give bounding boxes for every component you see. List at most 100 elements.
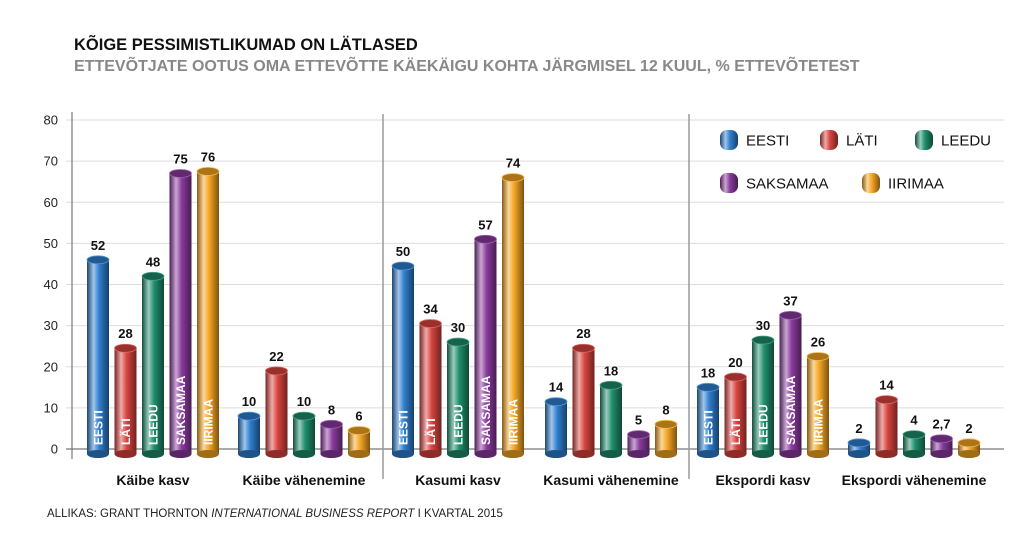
y-tick-label: 50 xyxy=(44,236,58,251)
bar-bottom xyxy=(600,450,622,458)
chart-subtitle: ETTEVÕTJATE OOTUS OMA ETTEVÕTTE KÄEKÄIGU… xyxy=(74,58,860,75)
bar-bottom xyxy=(903,450,925,458)
bar-top xyxy=(114,343,137,353)
data-label: 34 xyxy=(423,302,438,317)
bar-body xyxy=(875,399,898,454)
bar-top xyxy=(320,419,343,429)
in-bar-label: LEEDU xyxy=(452,404,466,445)
bar-top xyxy=(265,366,288,376)
bar xyxy=(572,343,595,458)
bar-bottom xyxy=(474,450,497,458)
data-label: 57 xyxy=(478,217,492,232)
bar-top xyxy=(237,411,261,421)
in-bar-label: IIRIMAA xyxy=(812,399,826,445)
legend-swatch xyxy=(820,130,838,150)
legend-label: EESTI xyxy=(746,133,789,150)
bar-top xyxy=(847,438,871,448)
category-label: Ekspordi kasv xyxy=(716,472,811,488)
legend-item: IIRIMAA xyxy=(862,173,944,193)
bar-body xyxy=(545,401,567,454)
y-tick-label: 0 xyxy=(51,442,58,457)
bar-bottom xyxy=(87,450,109,458)
legend-item: EESTI xyxy=(720,130,789,150)
bar-bottom xyxy=(238,450,260,458)
y-tick-label: 30 xyxy=(44,318,58,333)
data-label: 52 xyxy=(91,238,105,253)
legend-swatch xyxy=(720,173,738,193)
data-label: 30 xyxy=(451,320,465,335)
data-label: 50 xyxy=(396,244,410,259)
bar-bottom xyxy=(848,450,870,458)
bar xyxy=(419,319,442,458)
legend-item: SAKSAMAA xyxy=(720,173,829,193)
bar-bottom xyxy=(779,450,802,458)
bar xyxy=(779,310,802,458)
bar xyxy=(724,372,747,458)
bar-bottom xyxy=(320,450,343,458)
data-label: 2 xyxy=(965,421,972,436)
bar xyxy=(654,419,678,458)
bar-bottom xyxy=(545,450,567,458)
bar-body xyxy=(779,315,802,454)
bar-body xyxy=(572,348,595,454)
y-tick-label: 80 xyxy=(44,113,58,128)
bar-bottom xyxy=(392,450,414,458)
bar-bottom xyxy=(502,450,524,458)
bar xyxy=(544,397,568,458)
bar-top xyxy=(572,343,595,353)
bar-bottom xyxy=(169,450,192,458)
bar-body xyxy=(447,342,469,454)
bar-body xyxy=(293,416,315,454)
category-label: Ekspordi vähenemine xyxy=(842,472,987,488)
bar-body xyxy=(502,177,524,454)
bar-body xyxy=(474,239,497,454)
bar-top xyxy=(169,169,192,178)
source-suffix: I KVARTAL 2015 xyxy=(414,508,503,520)
bar-top xyxy=(391,261,415,271)
bar xyxy=(292,411,316,458)
bar xyxy=(391,261,415,458)
bar-bottom xyxy=(724,450,747,458)
bar-bottom xyxy=(572,450,595,458)
bar-body xyxy=(848,442,870,454)
bar-body xyxy=(238,416,260,454)
bar xyxy=(196,167,220,458)
data-label: 74 xyxy=(506,156,521,171)
in-bar-label: LEEDU xyxy=(757,404,771,445)
bar xyxy=(957,438,981,458)
bar-bottom xyxy=(930,450,953,458)
data-label: 6 xyxy=(355,408,362,423)
in-bar-label: SAKSAMAA xyxy=(479,375,493,445)
bar-body xyxy=(807,356,829,454)
bar-body xyxy=(724,377,747,454)
bar-body xyxy=(903,434,925,454)
bar-body xyxy=(419,323,442,454)
data-label: 2,7 xyxy=(932,417,950,432)
bar-bottom xyxy=(419,450,442,458)
bar xyxy=(86,255,110,458)
bar xyxy=(265,366,288,458)
bar-body xyxy=(114,348,137,454)
bar-bottom xyxy=(627,450,650,458)
bar-top xyxy=(724,372,747,382)
data-label: 28 xyxy=(118,326,132,341)
bar xyxy=(237,411,261,458)
bar xyxy=(474,234,497,458)
bar-bottom xyxy=(142,450,164,458)
data-label: 2 xyxy=(855,421,862,436)
legend-label: IIRIMAA xyxy=(888,176,944,193)
bar-top xyxy=(875,395,898,405)
bar-top xyxy=(654,419,678,429)
data-label: 8 xyxy=(328,402,335,417)
bar-body xyxy=(392,265,414,454)
bar xyxy=(806,352,830,458)
in-bar-label: SAKSAMAA xyxy=(174,375,188,445)
bar xyxy=(446,337,470,458)
bar-bottom xyxy=(875,450,898,458)
bar-body xyxy=(265,370,288,454)
legend-swatch xyxy=(915,130,933,150)
bar-bottom xyxy=(114,450,137,458)
bar-body xyxy=(197,171,219,454)
data-label: 18 xyxy=(701,365,715,380)
bar-bottom xyxy=(697,450,719,458)
